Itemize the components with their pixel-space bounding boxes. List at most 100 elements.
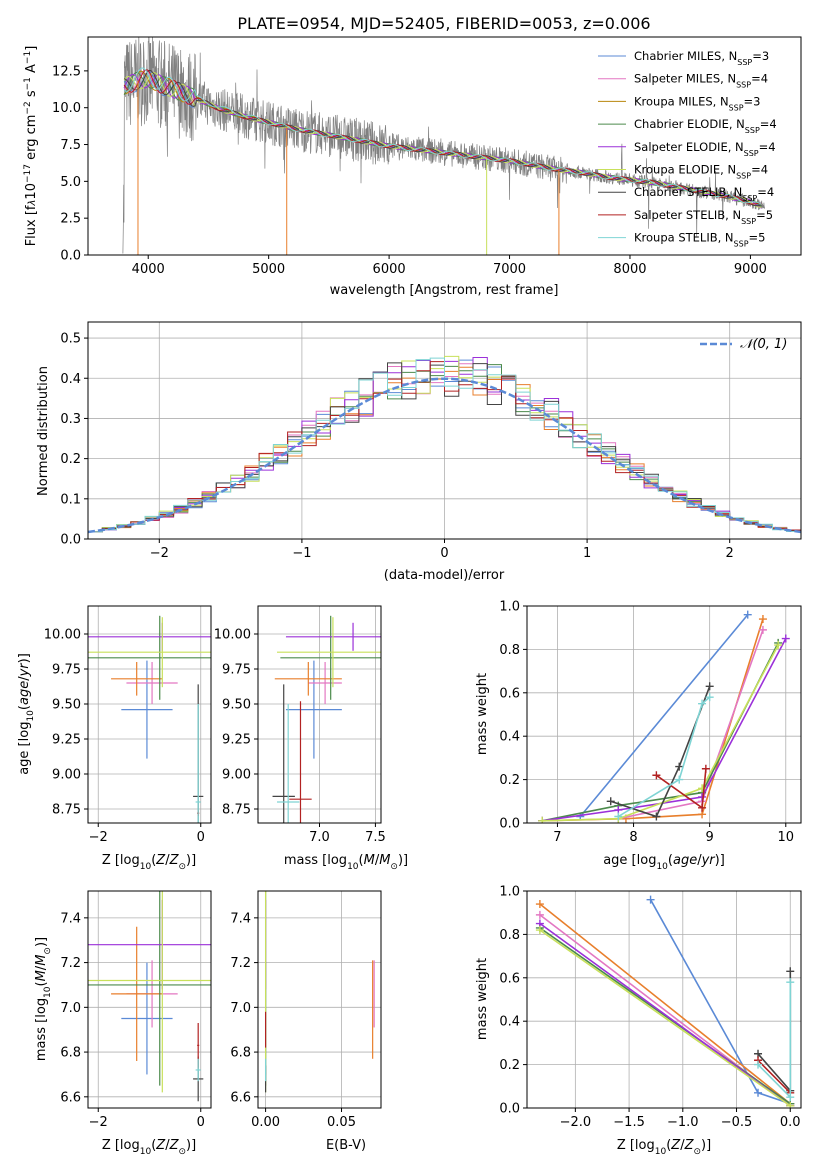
y-tick-label: 9.50	[222, 698, 251, 713]
spectrum-xlabel: wavelength [Angstrom, rest frame]	[330, 283, 559, 298]
x-tick-label: 7000	[493, 262, 526, 277]
errorbar-point	[285, 660, 342, 759]
weight-line	[649, 899, 791, 1105]
legend-label: Salpeter MILES, NSSP=4	[634, 72, 768, 90]
y-tick-label: 6.8	[230, 1046, 251, 1061]
age-vs-z-ylabel: age [log10(age/yr)]	[17, 653, 36, 775]
y-tick-label: 0.0	[60, 533, 81, 548]
mass-vs-z-xlabel: Z [log10(Z/Z⊙)]	[102, 1138, 196, 1157]
residual-ylabel: Normed distribution	[36, 366, 51, 496]
age-vs-mass-panel: 7.0 7.5 8.75 9.00 9.25 9.50 9.75 10.00 mass [lo…	[214, 605, 408, 872]
x-tick-label: 9000	[734, 262, 767, 277]
mass-vs-ebv-errorbars	[264, 891, 375, 1093]
y-tick-label: 0.4	[499, 1015, 520, 1030]
weight-marker	[781, 634, 790, 643]
residual-xlabel: (data-model)/error	[384, 568, 505, 583]
spectrum-legend: Chabrier MILES, NSSP=3 Salpeter MILES, NS…	[598, 49, 777, 248]
y-tick-label: 7.2	[230, 956, 251, 971]
x-tick-label: −1	[292, 546, 311, 561]
y-tick-label: 0.6	[499, 971, 520, 986]
y-tick-label: 1.0	[499, 885, 520, 900]
legend-label: Salpeter STELIB, NSSP=5	[634, 208, 773, 226]
weight-vs-age-lines	[538, 610, 790, 823]
residual-panel: −2 −1 0 1 2 0.0 0.1 0.2 0.3 0.4 0.5 (data-model)/e…	[36, 321, 802, 583]
errorbar-point	[88, 615, 211, 700]
y-tick-label: 9.75	[52, 663, 81, 678]
weight-marker	[786, 978, 795, 987]
weight-line	[539, 922, 791, 1107]
x-tick-label: 0	[440, 546, 448, 561]
mass-vs-ebv-grid	[258, 891, 381, 1108]
residual-ticks: −2 −1 0 1 2 0.0 0.1 0.2 0.3 0.4 0.5	[60, 332, 734, 561]
y-tick-label: 9.25	[52, 733, 81, 748]
weight-marker	[646, 895, 655, 904]
weight-vs-age-panel: 7 8 9 10 0.0 0.2 0.4 0.6 0.8 1.0 age [log10(age/y…	[475, 600, 802, 872]
weight-line	[579, 614, 749, 818]
weight-vs-age-ylabel: mass weight	[475, 673, 490, 755]
errorbar-point	[195, 1058, 201, 1082]
age-vs-mass-xlabel: mass [log10(M/M⊙)]	[284, 853, 408, 872]
spectrum-frame	[87, 36, 802, 256]
weight-marker	[758, 615, 767, 624]
spectrum-title: PLATE=0954, MJD=52405, FIBERID=0053, z=0…	[237, 14, 650, 33]
y-tick-label: 0.5	[60, 332, 81, 347]
normal-reference-curve	[88, 377, 801, 534]
errorbar-point	[121, 962, 173, 1075]
y-tick-label: 7.2	[60, 956, 81, 971]
errorbar-point	[88, 891, 211, 1093]
mass-vs-z-frame	[87, 890, 212, 1109]
mass-vs-z-errorbars	[88, 891, 211, 1102]
y-tick-label: 0.8	[499, 928, 520, 943]
spectrum-models	[123, 67, 762, 255]
weight-line	[542, 642, 779, 822]
y-tick-label: 5.0	[60, 175, 81, 190]
errorbar-point	[280, 615, 381, 700]
weight-marker	[705, 693, 714, 702]
x-tick-label: 9	[706, 830, 714, 845]
residual-histogram-line	[88, 357, 801, 533]
x-tick-label: −2	[89, 1115, 108, 1130]
weight-vs-age-ticks: 7 8 9 10 0.0 0.2 0.4 0.6 0.8 1.0	[499, 600, 794, 846]
x-tick-label: 8	[629, 830, 637, 845]
y-tick-label: 0.2	[60, 452, 81, 467]
x-tick-label: 7.5	[365, 830, 386, 845]
weight-line	[757, 971, 792, 1093]
errorbar-point	[111, 926, 163, 1062]
y-tick-label: 8.75	[52, 803, 81, 818]
weight-marker	[786, 967, 795, 976]
y-tick-label: 0.1	[60, 492, 81, 507]
age-vs-mass-errorbars	[272, 615, 381, 823]
y-tick-label: 0.0	[499, 1102, 520, 1117]
legend-label: Chabrier ELODIE, NSSP=4	[634, 117, 777, 135]
x-tick-label: −2.0	[560, 1115, 592, 1130]
x-tick-label: 0.00	[251, 1115, 280, 1130]
legend-label: Kroupa ELODIE, NSSP=4	[634, 163, 768, 181]
residual-normal-curve	[88, 377, 801, 534]
model-spectrum-line	[123, 67, 762, 205]
errorbar-point	[277, 617, 381, 688]
errorbar-point	[272, 684, 295, 823]
y-tick-label: 9.75	[222, 663, 251, 678]
x-tick-label: 8000	[613, 262, 646, 277]
weight-marker	[705, 682, 714, 691]
mass-vs-ebv-ticks: 0.00 0.05 6.6 6.8 7.0 7.2 7.4	[230, 911, 356, 1130]
y-tick-label: 0.4	[499, 730, 520, 745]
mass-vs-z-grid	[88, 891, 211, 1108]
errorbar-point	[274, 662, 342, 696]
x-tick-label: 7.0	[309, 830, 330, 845]
x-tick-label: 2	[726, 546, 734, 561]
y-tick-label: 8.75	[222, 803, 251, 818]
spectrum-panel: PLATE=0954, MJD=52405, FIBERID=0053, z=0…	[23, 14, 802, 298]
x-tick-label: −1.5	[613, 1115, 645, 1130]
weight-marker	[743, 610, 752, 619]
mass-vs-ebv-frame	[257, 890, 382, 1109]
weight-marker	[774, 641, 783, 650]
x-tick-label: 0	[197, 1115, 205, 1130]
weight-marker	[535, 926, 544, 935]
y-tick-label: 6.6	[230, 1090, 251, 1105]
age-vs-z-panel: −2 0 8.75 9.00 9.25 9.50 9.75 10.00 Z [log10(Z/…	[17, 605, 212, 872]
weight-marker	[675, 775, 684, 784]
weight-marker	[698, 792, 707, 801]
y-tick-label: 0.6	[499, 686, 520, 701]
weight-marker	[698, 803, 707, 812]
